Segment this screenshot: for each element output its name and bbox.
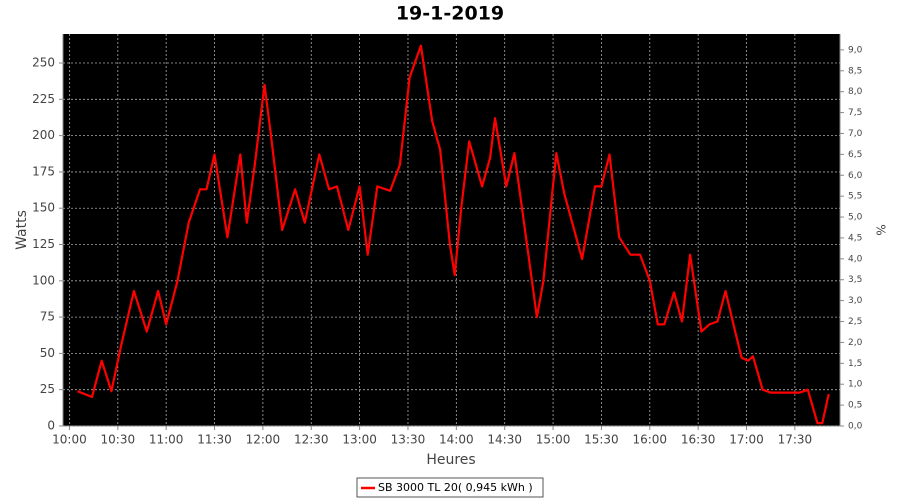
y2-tick-label: 9,0 [848,45,863,55]
y2-tick-label: 4,5 [848,233,862,243]
y-tick-label: 75 [40,310,55,324]
y2-tick-label: 6,0 [848,171,863,181]
y-tick-label: 250 [32,56,55,70]
x-axis-label: Heures [426,452,475,468]
x-tick-label: 10:00 [52,433,87,447]
plot-area [63,34,840,426]
x-tick-label: 11:00 [149,433,184,447]
y2-tick-label: 5,0 [848,213,863,223]
x-tick-label: 16:00 [632,433,667,447]
y-tick-label: 175 [32,164,55,178]
y-tick-label: 225 [32,92,55,106]
y2-tick-label: 2,0 [848,338,863,348]
y2-tick-label: 0,5 [848,401,862,411]
y2-axis-label: % [874,224,888,235]
x-tick-label: 14:30 [487,433,522,447]
legend-label: SB 3000 TL 20( 0,945 kWh ) [378,481,533,494]
y2-tick-label: 8,5 [848,66,862,76]
x-tick-label: 16:30 [681,433,716,447]
x-tick-label: 13:30 [391,433,426,447]
x-tick-label: 17:00 [729,433,764,447]
chart-title: 19-1-2019 [396,3,504,25]
y2-tick-label: 1,0 [848,380,863,390]
y2-tick-label: 3,5 [848,275,862,285]
y-axis-label: Watts [14,210,30,250]
y2-tick-label: 8,0 [848,87,863,97]
y-tick-label: 100 [32,273,55,287]
y-tick-label: 25 [40,382,55,396]
x-tick-label: 14:00 [439,433,474,447]
x-tick-label: 17:30 [778,433,813,447]
x-tick-label: 12:00 [246,433,281,447]
x-tick-label: 15:30 [584,433,619,447]
y2-tick-label: 5,5 [848,192,862,202]
x-tick-label: 11:30 [197,433,232,447]
y-tick-label: 0 [47,419,55,433]
x-tick-label: 13:00 [342,433,377,447]
y2-tick-label: 2,5 [848,317,862,327]
y2-tick-label: 7,0 [848,129,863,139]
y2-tick-label: 7,5 [848,108,862,118]
y2-tick-label: 6,5 [848,150,862,160]
data-line [77,44,830,425]
x-tick-label: 15:00 [536,433,571,447]
y2-tick-label: 4,0 [848,254,863,264]
y2-tick-label: 1,5 [848,359,862,369]
y-tick-label: 125 [32,237,55,251]
y-tick-label: 150 [32,201,55,215]
x-tick-label: 10:30 [101,433,136,447]
legend [356,477,544,498]
y2-tick-label: 0,0 [848,422,863,432]
y-tick-label: 200 [32,128,55,142]
x-tick-label: 12:30 [294,433,329,447]
y2-tick-label: 3,0 [848,296,863,306]
y-tick-label: 50 [40,346,55,360]
